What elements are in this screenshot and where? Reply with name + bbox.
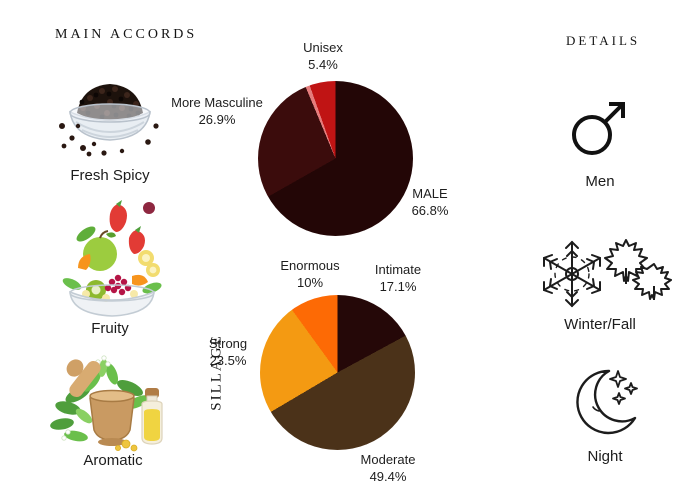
crescent-moon-stars-icon	[563, 363, 647, 439]
mortar-pestle-oil-icon	[48, 346, 176, 454]
male-symbol-icon	[569, 94, 627, 158]
detail-label-men: Men	[585, 173, 615, 190]
pie-label-intimate: Intimate 17.1%	[374, 262, 422, 294]
detail-label-winter-fall: Winter/Fall	[564, 316, 636, 333]
accord-label-aromatic: Aromatic	[83, 452, 143, 469]
pie-label-strong: Strong 23.5%	[208, 336, 248, 368]
sillage-pie-chart	[260, 295, 415, 450]
accord-label-fruity: Fruity	[91, 320, 129, 337]
details-header: DETAILS	[566, 33, 641, 48]
pie-label-male: MALE 66.8%	[411, 186, 449, 218]
main-accords-header: MAIN ACCORDS	[55, 27, 198, 42]
pie-label-moderate: Moderate 49.4%	[360, 452, 416, 484]
snowflake-and-maple-leaves-icon	[534, 234, 672, 314]
detail-label-night: Night	[587, 448, 623, 465]
pie-label-more-masculine: More Masculine 26.9%	[171, 95, 263, 127]
peppercorn-bowl-icon	[52, 58, 167, 168]
fruit-bowl-icon	[56, 196, 168, 322]
pie-label-unisex: Unisex 5.4%	[303, 40, 343, 72]
accord-label-fresh-spicy: Fresh Spicy	[70, 167, 150, 184]
pie-label-enormous: Enormous 10%	[280, 258, 340, 290]
gender-pie-chart	[258, 81, 413, 236]
sillage-chart-title: SILLAGE	[208, 334, 225, 411]
